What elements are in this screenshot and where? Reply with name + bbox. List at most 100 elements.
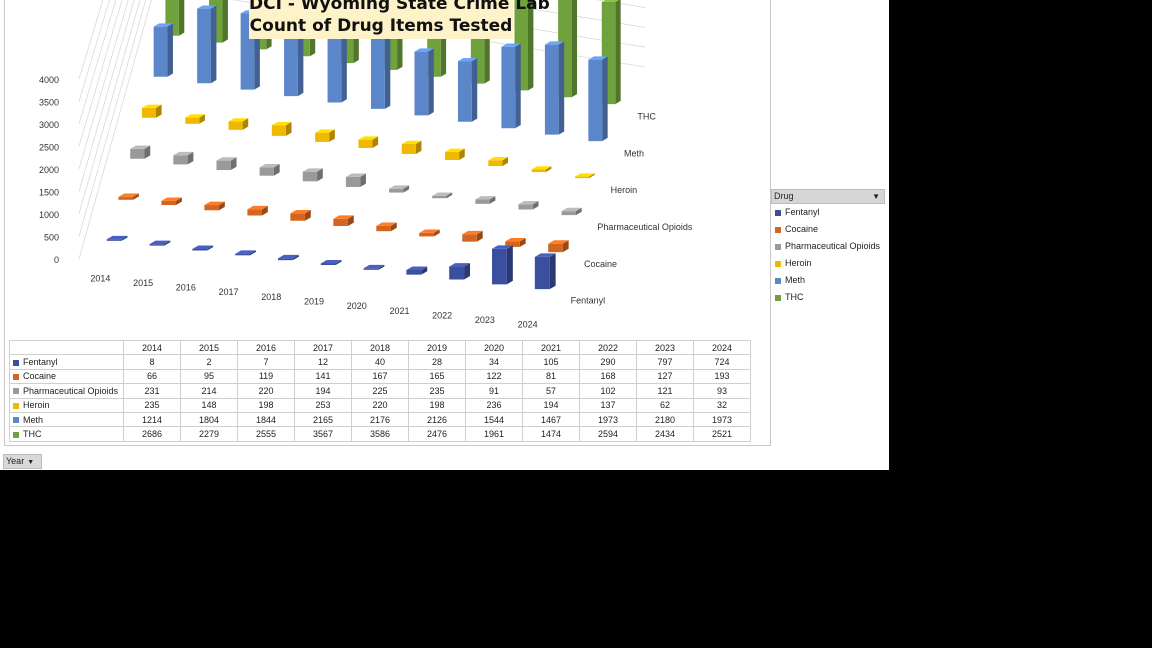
- table-cell: 3586: [351, 426, 409, 442]
- table-cell: 797: [636, 354, 694, 370]
- bar-side: [230, 157, 237, 171]
- bar-side: [372, 136, 379, 148]
- bar-top: [271, 121, 292, 126]
- bar-front: [406, 269, 422, 275]
- bar-front: [290, 213, 305, 221]
- legend-swatch: [13, 374, 19, 381]
- bar-front: [488, 160, 503, 167]
- table-cell: 2555: [237, 426, 295, 442]
- legend-label: THC: [785, 292, 804, 302]
- table-row: Cocaine 66 95 119 141 167 165 122 81 168 127 193: [9, 368, 751, 385]
- bar-front: [475, 199, 490, 204]
- bar-top: [401, 140, 422, 145]
- bar-front: [161, 200, 177, 206]
- bar-side: [415, 140, 422, 154]
- y-axis: 0 500 1000 1500 2000 2500 3000 3500 4000: [39, 75, 59, 265]
- table-cell: 137: [579, 397, 637, 413]
- bar-side: [242, 118, 249, 130]
- legend-swatch: [775, 209, 781, 216]
- gridline: [78, 0, 123, 147]
- table-row: Heroin 235 148 198 253 220 198 236 194 137 62 32: [9, 397, 751, 413]
- table-cell: 2126: [408, 411, 466, 428]
- table-year-header: 2019: [408, 339, 466, 356]
- bar-top: [445, 148, 465, 152]
- table-cell: 198: [408, 397, 466, 413]
- bar-side: [615, 0, 621, 105]
- table-cell: 225: [351, 383, 409, 399]
- bar: [449, 263, 471, 280]
- table-row-label: Fentanyl: [9, 354, 124, 370]
- bar-front: [419, 232, 434, 237]
- table-row-label: THC: [9, 426, 124, 442]
- gridline: [78, 0, 646, 192]
- bar-side: [527, 0, 534, 91]
- table-cell: 121: [636, 383, 694, 399]
- bar: [235, 250, 256, 256]
- legend-item: Pharmaceutical Opioids: [771, 238, 885, 255]
- bar-front: [333, 218, 348, 226]
- bar-side: [459, 148, 465, 161]
- table-cell: 32: [693, 397, 751, 413]
- bar-front: [449, 266, 465, 280]
- table-cell: 724: [693, 354, 751, 370]
- bar-side: [121, 235, 128, 241]
- bar-top: [531, 166, 552, 170]
- bar: [259, 164, 280, 176]
- bar: [518, 200, 539, 210]
- bar-side: [390, 222, 397, 232]
- table-year-header: 2022: [579, 339, 637, 356]
- table-cell: 2176: [351, 411, 409, 428]
- bar: [401, 140, 422, 154]
- y-tick-label: 3500: [39, 98, 59, 108]
- bar-front: [462, 234, 477, 242]
- bar-top: [488, 157, 509, 161]
- bar-side: [199, 114, 205, 124]
- bar-top: [601, 0, 619, 2]
- year-filter-button[interactable]: Year ▼: [3, 454, 42, 469]
- legend-swatch: [775, 243, 781, 250]
- bar-front: [345, 176, 361, 187]
- table-cell: 165: [408, 368, 466, 385]
- depth-tick-label: Pharmaceutical Opioids: [597, 222, 693, 232]
- table-cell: 28: [408, 354, 466, 370]
- legend-label: Pharmaceutical Opioids: [785, 241, 881, 251]
- table-row: THC 2686 2279 2555 3567 3586 2476 1961 1474 2594 2…: [9, 426, 751, 442]
- table-cell: 1973: [693, 411, 751, 428]
- bar-side: [167, 23, 173, 77]
- bar-front: [320, 263, 336, 265]
- bar-front: [216, 160, 231, 171]
- table-cell: 214: [180, 383, 238, 399]
- bar-side: [360, 173, 366, 187]
- bar-top: [149, 240, 171, 245]
- drug-filter-label: Drug: [774, 191, 794, 201]
- gridline: [78, 0, 129, 170]
- bar-top: [501, 43, 521, 47]
- bar: [315, 129, 335, 142]
- drug-filter-button[interactable]: Drug ▼: [771, 189, 885, 204]
- table-cell: 12: [294, 354, 352, 370]
- table-cell: 194: [522, 397, 580, 413]
- legend-item: Meth: [771, 272, 885, 289]
- bar-side: [378, 264, 385, 270]
- bar-front: [141, 107, 156, 118]
- bar-front: [534, 256, 550, 290]
- table-cell: 253: [294, 397, 352, 413]
- bar-top: [389, 185, 410, 189]
- bar: [185, 114, 205, 124]
- bar-front: [501, 46, 516, 129]
- bar-front: [204, 205, 220, 211]
- bar-front: [414, 51, 429, 116]
- bar-side: [433, 229, 440, 237]
- table-cell: 1544: [465, 411, 523, 428]
- bar-side: [317, 168, 323, 182]
- legend-label: Fentanyl: [785, 207, 820, 217]
- bar: [488, 157, 509, 167]
- table-cell: 2180: [636, 411, 694, 428]
- bar-side: [329, 129, 335, 142]
- bar: [544, 41, 565, 135]
- bar-front: [432, 195, 447, 199]
- x-tick-label: 2019: [304, 297, 324, 307]
- bar-top: [358, 136, 379, 140]
- bar-side: [164, 240, 171, 246]
- bar: [561, 207, 582, 216]
